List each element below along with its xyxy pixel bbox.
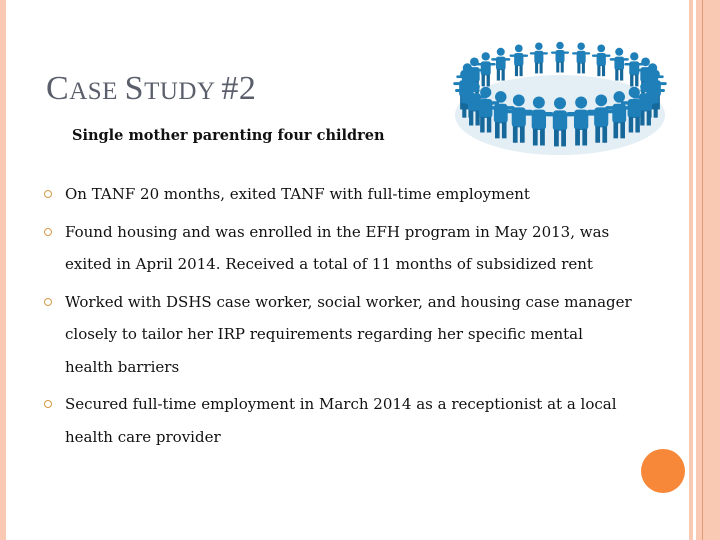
figure-icon bbox=[551, 41, 569, 73]
bullet-item: On TANF 20 months, exited TANF with full… bbox=[44, 178, 634, 211]
figure-icon bbox=[609, 47, 629, 81]
figure-icon bbox=[529, 42, 548, 74]
right-border-line bbox=[702, 0, 703, 540]
figure-icon bbox=[486, 91, 515, 139]
bullet-item: Found housing and was enrolled in the EF… bbox=[44, 216, 634, 281]
bullet-icon bbox=[44, 190, 52, 198]
bullet-icon bbox=[44, 297, 52, 306]
bullet-item: Worked with DSHS case worker, social wor… bbox=[44, 286, 634, 384]
left-border bbox=[0, 0, 6, 540]
bullet-item: Secured full-time employment in March 20… bbox=[44, 388, 634, 453]
bullet-list: On TANF 20 months, exited TANF with full… bbox=[44, 178, 634, 458]
figure-icon bbox=[461, 81, 488, 126]
orange-circle-decoration bbox=[641, 449, 685, 493]
people-circle-icon bbox=[453, 41, 667, 155]
slide-subtitle: Single mother parenting four children bbox=[72, 127, 385, 144]
figure-icon bbox=[620, 86, 648, 133]
figure-icon bbox=[624, 52, 645, 87]
figure-icon bbox=[591, 44, 611, 77]
figure-icon bbox=[545, 97, 575, 147]
bullet-icon bbox=[44, 227, 52, 236]
figure-icon bbox=[605, 91, 634, 139]
figure-icon bbox=[472, 86, 500, 133]
right-border-strip bbox=[689, 0, 693, 540]
figure-icon bbox=[475, 52, 496, 87]
bullet-icon bbox=[44, 400, 52, 408]
right-border-band bbox=[696, 0, 720, 540]
figure-icon bbox=[509, 44, 529, 77]
figure-icon bbox=[572, 42, 591, 74]
figure-icon bbox=[491, 47, 511, 81]
slide-title: CASE STUDY #2 bbox=[46, 70, 257, 107]
